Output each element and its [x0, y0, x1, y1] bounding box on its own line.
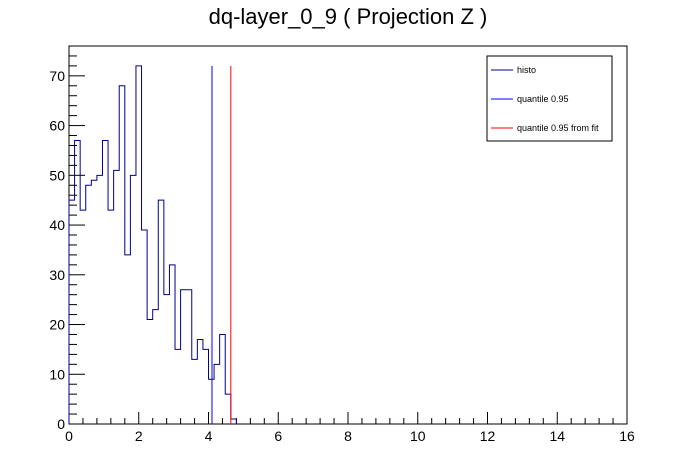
y-tick-label: 60 — [49, 118, 65, 134]
chart-title: dq-layer_0_9 ( Projection Z ) — [209, 4, 488, 29]
y-tick-label: 30 — [49, 267, 65, 283]
y-tick-label: 50 — [49, 167, 65, 183]
y-tick-label: 70 — [49, 68, 65, 84]
y-tick-label: 20 — [49, 317, 65, 333]
y-tick-label: 10 — [49, 366, 65, 382]
axes: 0 2 4 6 8 10 12 14 16 0 10 20 30 40 50 60 70 — [49, 45, 635, 444]
legend-label: quantile 0.95 from fit — [517, 123, 599, 133]
legend: histo quantile 0.95 quantile 0.95 from fit — [486, 55, 613, 142]
x-tick-label: 8 — [344, 428, 352, 444]
plot-area — [68, 65, 237, 424]
x-tick-label: 4 — [205, 428, 213, 444]
legend-label: quantile 0.95 — [517, 94, 569, 104]
x-tick-label: 0 — [65, 428, 73, 444]
x-tick-label: 10 — [410, 428, 426, 444]
legend-label: histo — [517, 65, 536, 75]
x-tick-label: 14 — [549, 428, 565, 444]
y-tick-label: 40 — [49, 217, 65, 233]
x-tick-label: 2 — [135, 428, 143, 444]
y-tick-label: 0 — [57, 416, 65, 432]
x-tick-label: 16 — [619, 428, 635, 444]
histogram-series — [68, 65, 237, 424]
x-tick-label: 12 — [480, 428, 496, 444]
x-tick-label: 6 — [274, 428, 282, 444]
